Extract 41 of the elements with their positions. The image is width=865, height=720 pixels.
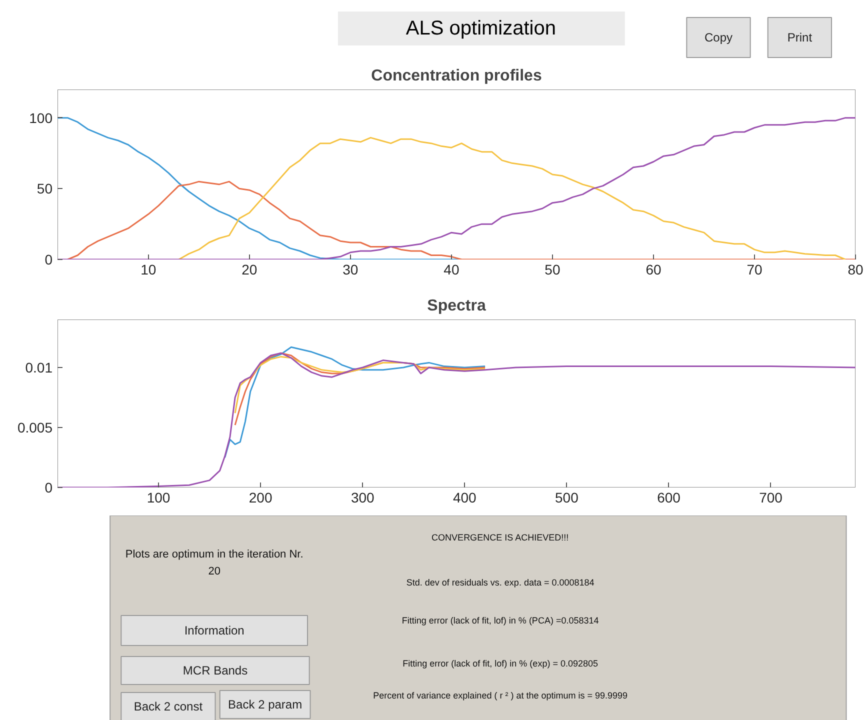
- text: ALS optimization: [406, 18, 556, 40]
- x-tick-label: 30: [342, 262, 358, 278]
- x-tick-label: 200: [248, 490, 272, 506]
- text: Back 2 param: [228, 698, 302, 712]
- y-tick-label: 100: [29, 110, 53, 126]
- x-tick-label: 60: [646, 262, 662, 278]
- x-tick-label: 300: [350, 490, 375, 506]
- y-tick-label: 0: [44, 480, 53, 496]
- y-tick-label: 50: [36, 180, 53, 197]
- x-tick-label: 400: [452, 490, 477, 506]
- line-series: [178, 136, 846, 260]
- x-tick-label: 70: [746, 262, 762, 278]
- text: Fitting error (lack of fit, lof) in % (PCA) =0.058314: [402, 616, 599, 626]
- x-tick-label: 10: [140, 262, 156, 278]
- text: Std. dev of residuals vs. exp. data = 0.0008184: [406, 578, 594, 588]
- text: Back 2 const: [134, 700, 204, 714]
- chart-title: Spectra: [427, 298, 486, 314]
- text: Copy: [704, 30, 733, 44]
- text: Information: [184, 624, 244, 638]
- x-tick-label: 100: [146, 490, 170, 506]
- x-tick-label: 40: [444, 262, 460, 278]
- text: Percent of variance explained ( r ² ) at the optimum is = 99.9999: [373, 690, 628, 700]
- x-tick-label: 700: [759, 490, 783, 506]
- y-tick-label: 0.005: [17, 420, 53, 436]
- text: 20: [208, 566, 220, 578]
- x-tick-label: 500: [555, 490, 579, 506]
- text: MCR Bands: [182, 664, 248, 678]
- text: Fitting error (lack of fit, lof) in % (exp) = 0.092805: [402, 658, 598, 668]
- y-tick-label: 0: [44, 252, 53, 268]
- text: CONVERGENCE IS ACHIEVED!!!: [432, 532, 569, 542]
- text: Plots are optimum in the iteration Nr.: [125, 548, 304, 560]
- x-tick-label: 50: [544, 262, 560, 278]
- x-tick-label: 600: [657, 490, 681, 506]
- x-tick-label: 20: [242, 262, 258, 278]
- y-tick-label: 0.01: [25, 360, 53, 376]
- line-series: [66, 180, 856, 260]
- line-series: [234, 356, 486, 414]
- x-tick-label: 80: [848, 262, 864, 278]
- text: Print: [787, 30, 813, 44]
- line-series: [224, 346, 486, 458]
- chart-title: Concentration profiles: [371, 68, 542, 84]
